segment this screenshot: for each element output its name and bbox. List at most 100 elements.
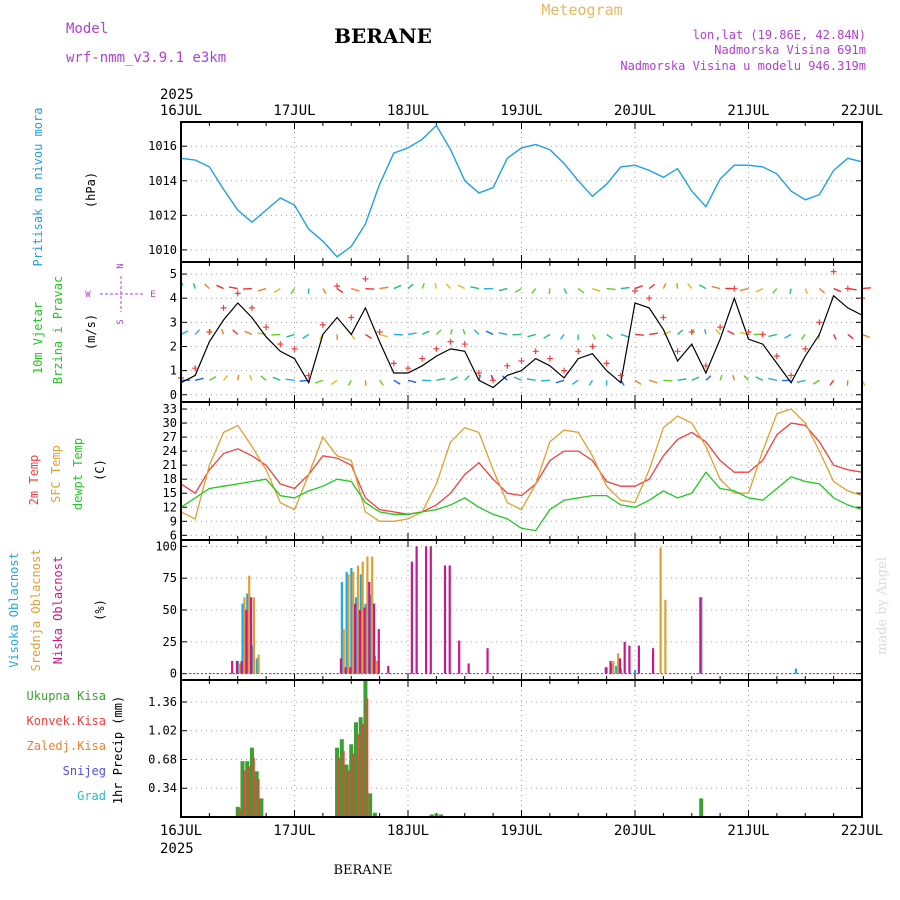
wind-arrow bbox=[592, 287, 601, 292]
wind-arrow bbox=[407, 332, 417, 336]
wind-arrow bbox=[543, 333, 551, 339]
wind-arrow bbox=[314, 379, 324, 384]
wind-arrow bbox=[248, 374, 253, 381]
y-tick-label: 25 bbox=[163, 635, 177, 649]
wind-arrow bbox=[393, 379, 401, 385]
wind-arrow bbox=[351, 287, 360, 292]
wind-arrow bbox=[571, 379, 579, 385]
bar-high_cloud bbox=[615, 666, 618, 674]
bar-low_cloud bbox=[240, 660, 243, 674]
bar-low_cloud bbox=[458, 640, 461, 674]
bar-high_cloud bbox=[634, 669, 637, 674]
wind-marker bbox=[192, 365, 199, 372]
wind-arrow bbox=[445, 283, 452, 290]
bar-low_cloud bbox=[604, 667, 607, 674]
wind-marker bbox=[206, 329, 213, 335]
wind-arrow bbox=[606, 287, 616, 291]
precip-bar-rain_total bbox=[429, 814, 434, 817]
series-line-wind_speed bbox=[180, 294, 863, 389]
wind-arrow bbox=[464, 375, 470, 381]
wind-marker bbox=[546, 355, 553, 362]
wind-arrow bbox=[649, 332, 659, 336]
compass-east: E bbox=[150, 290, 155, 300]
legend-grad: Grad bbox=[77, 789, 106, 803]
bar-low_cloud bbox=[618, 658, 622, 674]
precip-bar-rain_total bbox=[245, 761, 250, 817]
wind-marker bbox=[830, 268, 837, 275]
date-label-bottom: 20JUL bbox=[614, 823, 656, 839]
wind-arrow bbox=[194, 329, 201, 335]
bar-low_cloud bbox=[372, 603, 376, 674]
wind-marker bbox=[362, 275, 369, 282]
pressure-ylabel: Pritisak na nivou mora bbox=[31, 108, 45, 267]
wind-arrow bbox=[435, 329, 442, 335]
y-tick-label: 6 bbox=[170, 528, 177, 542]
wind-arrow bbox=[336, 287, 344, 294]
wind-arrow bbox=[347, 379, 352, 386]
wind-arrow bbox=[800, 333, 806, 340]
precip-bar-rain_conv bbox=[248, 766, 251, 817]
series-line-pressure bbox=[180, 124, 863, 258]
precip-bar-rain_total bbox=[249, 747, 254, 817]
wind-marker bbox=[447, 338, 454, 345]
wind-arrow bbox=[812, 379, 820, 385]
cloud-unit: (%) bbox=[93, 599, 107, 621]
y-tick-label: 3 bbox=[170, 315, 177, 329]
wind-arrow bbox=[704, 328, 707, 335]
bar-low_cloud bbox=[486, 648, 489, 674]
compass-north: N bbox=[116, 263, 126, 268]
temp-unit: (C) bbox=[93, 459, 107, 481]
wind-arrow bbox=[676, 283, 679, 289]
wind-arrow bbox=[365, 287, 375, 290]
date-label-bottom: 16JUL bbox=[160, 823, 202, 839]
wind-arrow bbox=[699, 284, 707, 290]
bar-high_cloud bbox=[340, 582, 343, 674]
precip-bar-rain_conv bbox=[361, 723, 364, 817]
bar-low_cloud bbox=[609, 660, 612, 674]
y-tick-label: 1014 bbox=[148, 174, 177, 188]
credit-watermark: made by Angel bbox=[875, 557, 890, 655]
bar-low_cloud bbox=[623, 641, 626, 674]
wind-marker bbox=[561, 367, 568, 374]
y-tick-label: 1010 bbox=[148, 243, 177, 257]
bar-low_cloud bbox=[387, 666, 390, 674]
bar-mid_cloud bbox=[664, 599, 667, 674]
wind-arrow bbox=[273, 287, 281, 294]
altitude-label: Nadmorska Visina 691m bbox=[714, 43, 866, 57]
wind-marker bbox=[773, 353, 780, 360]
compass-south: S bbox=[116, 319, 126, 324]
wind-marker bbox=[376, 329, 383, 335]
wind-arrow bbox=[804, 288, 809, 295]
wind-compass: N W E S bbox=[85, 263, 155, 324]
wind-arrow bbox=[407, 379, 417, 384]
y-tick-label: 9 bbox=[170, 514, 177, 528]
date-label-top: 22JUL bbox=[841, 103, 883, 119]
wind-marker bbox=[504, 362, 511, 369]
bar-low_cloud bbox=[628, 645, 631, 674]
bar-low_cloud bbox=[339, 658, 343, 674]
precip-bar-rain_conv bbox=[352, 753, 355, 817]
y-tick-label: 1.36 bbox=[148, 695, 177, 709]
wind-arrow bbox=[379, 333, 388, 338]
legend-snijeg: Snijeg bbox=[63, 764, 106, 778]
wind-arrow bbox=[421, 330, 430, 336]
bar-mid_cloud bbox=[352, 571, 355, 674]
bar-mid_cloud bbox=[616, 653, 620, 674]
wind-arrow bbox=[784, 333, 792, 339]
year-bottom: 2025 bbox=[160, 841, 194, 857]
wind-arrow bbox=[687, 283, 693, 289]
wind-arrow bbox=[591, 334, 596, 340]
y-tick-label: 50 bbox=[163, 603, 177, 617]
precip-bar-rain_total bbox=[353, 722, 358, 817]
wind-marker bbox=[646, 295, 653, 302]
wind-arrow bbox=[755, 287, 764, 293]
sfc-ylabel: SFC Temp bbox=[49, 445, 63, 503]
wind-marker bbox=[220, 304, 227, 311]
wind-arrow bbox=[526, 378, 536, 381]
y-tick-label: 30 bbox=[163, 416, 177, 430]
wind-arrow bbox=[620, 333, 629, 338]
bar-mid_cloud bbox=[347, 574, 350, 674]
wind-arrow bbox=[527, 333, 536, 338]
precip-bar-rain_total bbox=[434, 813, 439, 817]
